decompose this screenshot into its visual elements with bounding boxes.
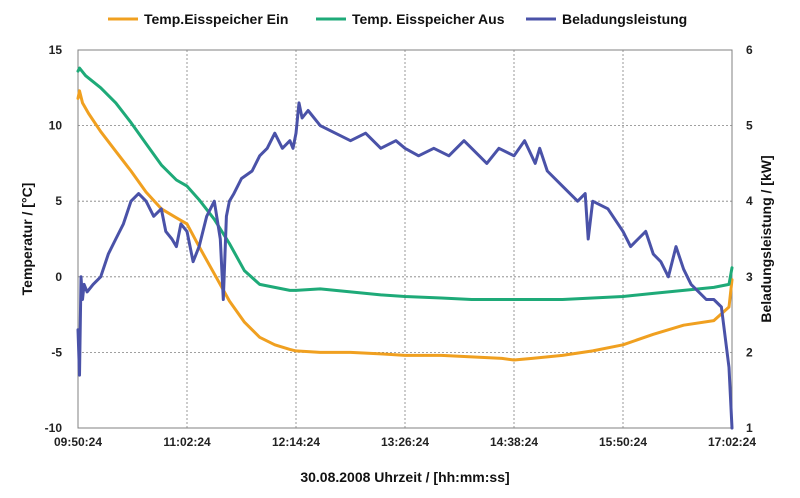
y-left-tick-label: 5 [55, 194, 62, 208]
legend-label: Temp. Eisspeicher Aus [352, 11, 505, 27]
x-tick-label: 14:38:24 [490, 435, 538, 449]
x-tick-label: 11:02:24 [163, 435, 211, 449]
y-right-tick-label: 2 [746, 345, 753, 359]
y-left-tick-label: 10 [49, 119, 63, 133]
series-line-3 [76, 101, 734, 430]
legend: Temp.Eisspeicher Ein Temp. Eisspeicher Au… [108, 11, 687, 27]
x-tick-label: 15:50:24 [599, 435, 647, 449]
y-axis-right-ticks: 1 2 3 4 5 6 [746, 43, 753, 435]
x-tick-label: 12:14:24 [272, 435, 320, 449]
y-left-tick-label: -10 [45, 421, 63, 435]
y-left-tick-label: -5 [51, 345, 62, 359]
legend-label: Beladungsleistung [562, 11, 687, 27]
x-tick-label: 17:02:24 [708, 435, 756, 449]
gridlines [78, 50, 732, 428]
y-axis-left-ticks: -10 -5 0 5 10 15 [45, 43, 63, 435]
y-right-tick-label: 1 [746, 421, 753, 435]
x-tick-label: 13:26:24 [381, 435, 429, 449]
y-left-tick-label: 15 [49, 43, 63, 57]
plot-area [77, 49, 733, 429]
legend-label: Temp.Eisspeicher Ein [144, 11, 288, 27]
y-right-tick-label: 4 [746, 194, 753, 208]
y-right-tick-label: 6 [746, 43, 753, 57]
x-tick-label: 09:50:24 [54, 435, 102, 449]
y-axis-left-title: Temperatur / [°C] [19, 183, 35, 296]
y-left-tick-label: 0 [55, 270, 62, 284]
x-axis-title: 30.08.2008 Uhrzeit / [hh:mm:ss] [300, 469, 509, 485]
series-layer [76, 66, 734, 430]
series-line-1 [76, 89, 734, 362]
y-right-tick-label: 5 [746, 119, 753, 133]
y-right-tick-label: 3 [746, 270, 753, 284]
x-axis-ticks: 09:50:24 11:02:24 12:14:24 13:26:24 14:38:24… [54, 435, 756, 449]
y-axis-right-title: Beladungsleistung / [kW] [758, 155, 774, 322]
series-line-2 [76, 66, 734, 301]
